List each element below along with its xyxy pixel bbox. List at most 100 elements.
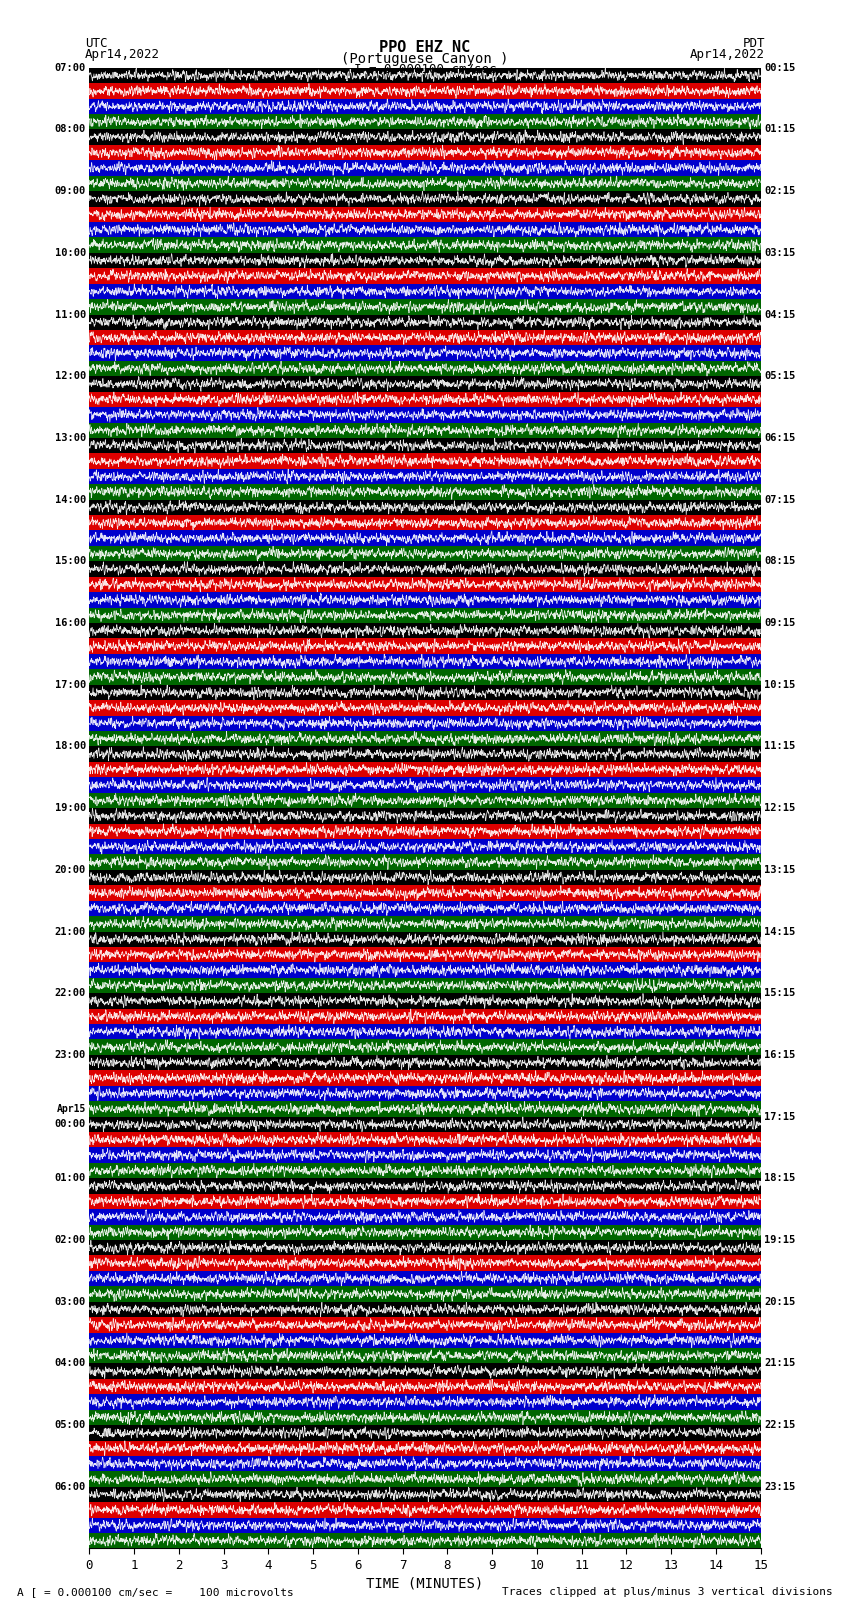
Bar [89, 237, 761, 253]
Bar [89, 684, 761, 700]
Bar [89, 1102, 761, 1116]
Bar [89, 253, 761, 268]
Bar [89, 608, 761, 623]
Bar [89, 1286, 761, 1302]
Text: 02:15: 02:15 [764, 185, 796, 197]
Bar [89, 129, 761, 145]
Bar [89, 453, 761, 469]
Bar [89, 1348, 761, 1363]
Bar [89, 1394, 761, 1410]
Text: 03:00: 03:00 [54, 1297, 86, 1307]
Bar [89, 1177, 761, 1194]
Bar [89, 515, 761, 531]
Bar [89, 1502, 761, 1518]
Text: I = 0.000100 cm/sec: I = 0.000100 cm/sec [354, 63, 496, 76]
Text: 04:00: 04:00 [54, 1358, 86, 1368]
Bar [89, 1224, 761, 1240]
Text: 22:00: 22:00 [54, 989, 86, 998]
Text: 06:00: 06:00 [54, 1482, 86, 1492]
Bar [89, 716, 761, 731]
Bar [89, 160, 761, 176]
Bar [89, 761, 761, 777]
Bar [89, 886, 761, 900]
Text: 17:15: 17:15 [764, 1111, 796, 1121]
Text: 11:00: 11:00 [54, 310, 86, 319]
Text: 00:15: 00:15 [764, 63, 796, 73]
Text: 08:15: 08:15 [764, 556, 796, 566]
Bar [89, 1086, 761, 1102]
Text: 03:15: 03:15 [764, 248, 796, 258]
Bar [89, 731, 761, 747]
Bar [89, 1055, 761, 1071]
Bar [89, 115, 761, 129]
Bar [89, 315, 761, 331]
Text: 18:15: 18:15 [764, 1173, 796, 1184]
Bar [89, 345, 761, 361]
Text: 22:15: 22:15 [764, 1419, 796, 1431]
Bar [89, 1471, 761, 1487]
Bar [89, 653, 761, 669]
Bar [89, 406, 761, 423]
Text: PPO EHZ NC: PPO EHZ NC [379, 40, 471, 55]
Text: 21:00: 21:00 [54, 926, 86, 937]
Text: 15:00: 15:00 [54, 556, 86, 566]
Bar [89, 545, 761, 561]
Bar [89, 1071, 761, 1086]
Bar [89, 1410, 761, 1426]
Bar [89, 947, 761, 963]
Bar [89, 869, 761, 886]
Bar [89, 98, 761, 115]
Text: 20:00: 20:00 [54, 865, 86, 874]
Text: 18:00: 18:00 [54, 742, 86, 752]
Bar [89, 1240, 761, 1255]
Bar [89, 423, 761, 439]
Text: 01:15: 01:15 [764, 124, 796, 134]
Text: 01:00: 01:00 [54, 1173, 86, 1184]
Bar [89, 284, 761, 298]
Text: 10:15: 10:15 [764, 679, 796, 690]
Bar [89, 1210, 761, 1224]
Text: A [ = 0.000100 cm/sec =    100 microvolts: A [ = 0.000100 cm/sec = 100 microvolts [17, 1587, 294, 1597]
Bar [89, 1487, 761, 1502]
Bar [89, 376, 761, 392]
Text: 16:00: 16:00 [54, 618, 86, 627]
Bar [89, 1255, 761, 1271]
Bar [89, 900, 761, 916]
X-axis label: TIME (MINUTES): TIME (MINUTES) [366, 1576, 484, 1590]
Text: 07:15: 07:15 [764, 495, 796, 505]
Text: 04:15: 04:15 [764, 310, 796, 319]
Text: 13:15: 13:15 [764, 865, 796, 874]
Text: Apr14,2022: Apr14,2022 [690, 48, 765, 61]
Bar [89, 531, 761, 545]
Bar [89, 1008, 761, 1024]
Bar [89, 931, 761, 947]
Bar [89, 1318, 761, 1332]
Bar [89, 68, 761, 84]
Bar [89, 268, 761, 284]
Bar [89, 192, 761, 206]
Bar [89, 839, 761, 855]
Bar [89, 824, 761, 839]
Bar [89, 777, 761, 792]
Text: 12:00: 12:00 [54, 371, 86, 381]
Bar [89, 855, 761, 869]
Bar [89, 1116, 761, 1132]
Bar [89, 1039, 761, 1055]
Bar [89, 223, 761, 237]
Text: 06:15: 06:15 [764, 432, 796, 444]
Bar [89, 176, 761, 192]
Bar [89, 331, 761, 345]
Text: 05:15: 05:15 [764, 371, 796, 381]
Text: PDT: PDT [743, 37, 765, 50]
Bar [89, 1147, 761, 1163]
Bar [89, 1132, 761, 1147]
Bar [89, 206, 761, 223]
Text: UTC: UTC [85, 37, 107, 50]
Bar [89, 747, 761, 761]
Text: 15:15: 15:15 [764, 989, 796, 998]
Text: 20:15: 20:15 [764, 1297, 796, 1307]
Text: 05:00: 05:00 [54, 1419, 86, 1431]
Text: Apr15: Apr15 [56, 1103, 86, 1115]
Text: 09:00: 09:00 [54, 185, 86, 197]
Bar [89, 1194, 761, 1210]
